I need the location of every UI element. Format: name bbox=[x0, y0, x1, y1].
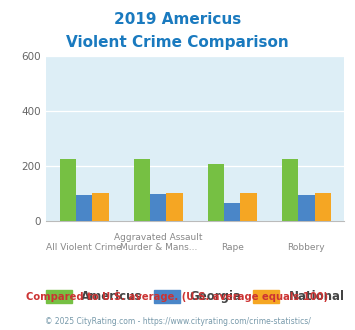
Bar bbox=[282, 159, 298, 221]
Legend: Americus, Georgia, National: Americus, Georgia, National bbox=[46, 290, 345, 303]
Bar bbox=[150, 194, 166, 221]
Bar bbox=[166, 193, 183, 221]
Text: Murder & Mans...: Murder & Mans... bbox=[120, 243, 197, 251]
Text: Compared to U.S. average. (U.S. average equals 100): Compared to U.S. average. (U.S. average … bbox=[26, 292, 329, 302]
Text: Robbery: Robbery bbox=[288, 243, 325, 251]
Text: © 2025 CityRating.com - https://www.cityrating.com/crime-statistics/: © 2025 CityRating.com - https://www.city… bbox=[45, 317, 310, 326]
Text: All Violent Crime: All Violent Crime bbox=[46, 243, 122, 251]
Bar bbox=[134, 159, 150, 221]
Text: Rape: Rape bbox=[221, 243, 244, 251]
Bar bbox=[60, 159, 76, 221]
Bar bbox=[224, 203, 240, 221]
Bar bbox=[76, 195, 92, 221]
Text: 2019 Americus: 2019 Americus bbox=[114, 12, 241, 26]
Bar bbox=[208, 164, 224, 221]
Text: Violent Crime Comparison: Violent Crime Comparison bbox=[66, 35, 289, 50]
Bar bbox=[298, 195, 315, 221]
Bar bbox=[240, 193, 257, 221]
Text: Aggravated Assault: Aggravated Assault bbox=[114, 233, 202, 242]
Bar bbox=[92, 193, 109, 221]
Bar bbox=[315, 193, 331, 221]
